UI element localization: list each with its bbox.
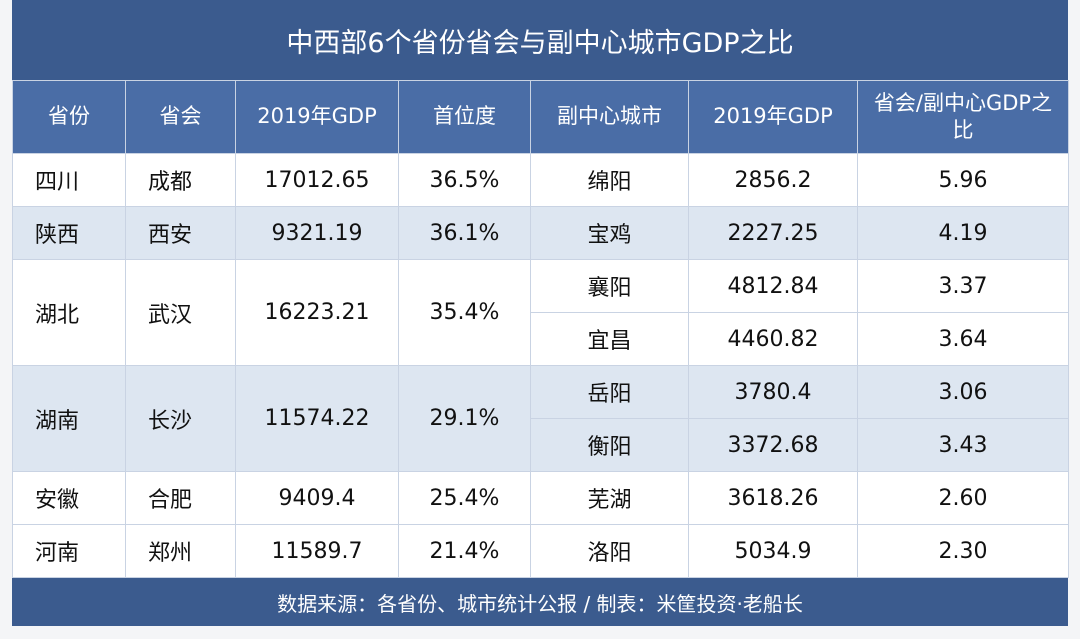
table-row: 湖北 武汉 16223.21 35.4% 襄阳 4812.84 3.37 bbox=[12, 259, 1069, 366]
header-cell: 2019年GDP bbox=[235, 80, 399, 154]
header-cell: 首位度 bbox=[398, 80, 531, 154]
capital-gdp-cell: 11574.22 bbox=[235, 365, 399, 472]
ratio-cell: 5.96 bbox=[857, 153, 1069, 207]
capital-cell: 合肥 bbox=[125, 471, 236, 525]
province-cell: 湖南 bbox=[12, 365, 126, 472]
city-gdp-cell: 3372.68 bbox=[688, 418, 858, 472]
gdp-table: 省份 省会 2019年GDP 首位度 副中心城市 2019年GDP 省会/副中心GDP之比 … bbox=[12, 80, 1069, 578]
table-row: 衡阳 3372.68 3.43 bbox=[13, 418, 1069, 472]
capital-cell: 西安 bbox=[125, 206, 236, 260]
table-row: 河南 郑州 11589.7 21.4% 洛阳 5034.9 2.30 bbox=[12, 524, 1069, 578]
capital-cell: 郑州 bbox=[125, 524, 236, 578]
header-cell: 省会/副中心GDP之比 bbox=[857, 80, 1069, 154]
ratio-cell: 2.30 bbox=[857, 524, 1069, 578]
capital-cell: 武汉 bbox=[125, 259, 236, 366]
header-cell: 省会 bbox=[125, 80, 236, 154]
table-row: 四川 成都 17012.65 36.5% 绵阳 2856.2 5.96 bbox=[12, 153, 1069, 207]
capital-gdp-cell: 11589.7 bbox=[235, 524, 399, 578]
ratio-cell: 4.19 bbox=[857, 206, 1069, 260]
ratio-cell: 3.37 bbox=[857, 259, 1069, 313]
province-cell: 湖北 bbox=[12, 259, 126, 366]
province-cell: 陕西 bbox=[12, 206, 126, 260]
city-gdp-cell: 5034.9 bbox=[688, 524, 858, 578]
header-cell: 省份 bbox=[12, 80, 126, 154]
primacy-cell: 36.5% bbox=[398, 153, 531, 207]
city-cell: 宜昌 bbox=[530, 312, 689, 366]
capital-gdp-cell: 17012.65 bbox=[235, 153, 399, 207]
table-row: 安徽 合肥 9409.4 25.4% 芜湖 3618.26 2.60 bbox=[12, 471, 1069, 525]
ratio-cell: 3.64 bbox=[857, 312, 1069, 366]
city-cell: 洛阳 bbox=[530, 524, 689, 578]
city-gdp-cell: 2227.25 bbox=[688, 206, 858, 260]
capital-gdp-cell: 9409.4 bbox=[235, 471, 399, 525]
city-gdp-cell: 4460.82 bbox=[688, 312, 858, 366]
footer: 数据来源：各省份、城市统计公报 / 制表：米筐投资·老船长 bbox=[12, 578, 1068, 626]
table-row: 宜昌 4460.82 3.64 bbox=[13, 312, 1069, 366]
city-gdp-cell: 2856.2 bbox=[688, 153, 858, 207]
primacy-cell: 21.4% bbox=[398, 524, 531, 578]
primacy-cell: 35.4% bbox=[398, 259, 531, 366]
city-cell: 绵阳 bbox=[530, 153, 689, 207]
city-gdp-cell: 4812.84 bbox=[688, 259, 858, 313]
primacy-cell: 36.1% bbox=[398, 206, 531, 260]
header-cell: 副中心城市 bbox=[530, 80, 689, 154]
city-cell: 襄阳 bbox=[530, 259, 689, 313]
capital-gdp-cell: 16223.21 bbox=[235, 259, 399, 366]
table-body: 四川 成都 17012.65 36.5% 绵阳 2856.2 5.96 陕西 西安 9321.19… bbox=[12, 153, 1069, 578]
capital-cell: 长沙 bbox=[125, 365, 236, 472]
city-cell: 衡阳 bbox=[530, 418, 689, 472]
table-row: 陕西 西安 9321.19 36.1% 宝鸡 2227.25 4.19 bbox=[12, 206, 1069, 260]
title: 中西部6个省份省会与副中心城市GDP之比 bbox=[12, 0, 1068, 80]
capital-cell: 成都 bbox=[125, 153, 236, 207]
table-card: 中西部6个省份省会与副中心城市GDP之比 省份 省会 2019年GDP 首位度 副中心城… bbox=[12, 0, 1069, 626]
table-row: 湖南 长沙 11574.22 29.1% 岳阳 3780.4 3.06 bbox=[12, 365, 1069, 472]
ratio-cell: 3.43 bbox=[857, 418, 1069, 472]
ratio-cell: 2.60 bbox=[857, 471, 1069, 525]
city-cell: 宝鸡 bbox=[530, 206, 689, 260]
primacy-cell: 29.1% bbox=[398, 365, 531, 472]
city-cell: 芜湖 bbox=[530, 471, 689, 525]
header-row: 省份 省会 2019年GDP 首位度 副中心城市 2019年GDP 省会/副中心GDP之比 bbox=[12, 80, 1069, 154]
province-cell: 河南 bbox=[12, 524, 126, 578]
ratio-cell: 3.06 bbox=[857, 365, 1069, 419]
city-cell: 岳阳 bbox=[530, 365, 689, 419]
header-cell: 2019年GDP bbox=[688, 80, 858, 154]
city-gdp-cell: 3618.26 bbox=[688, 471, 858, 525]
capital-gdp-cell: 9321.19 bbox=[235, 206, 399, 260]
province-cell: 安徽 bbox=[12, 471, 126, 525]
primacy-cell: 25.4% bbox=[398, 471, 531, 525]
city-gdp-cell: 3780.4 bbox=[688, 365, 858, 419]
province-cell: 四川 bbox=[12, 153, 126, 207]
